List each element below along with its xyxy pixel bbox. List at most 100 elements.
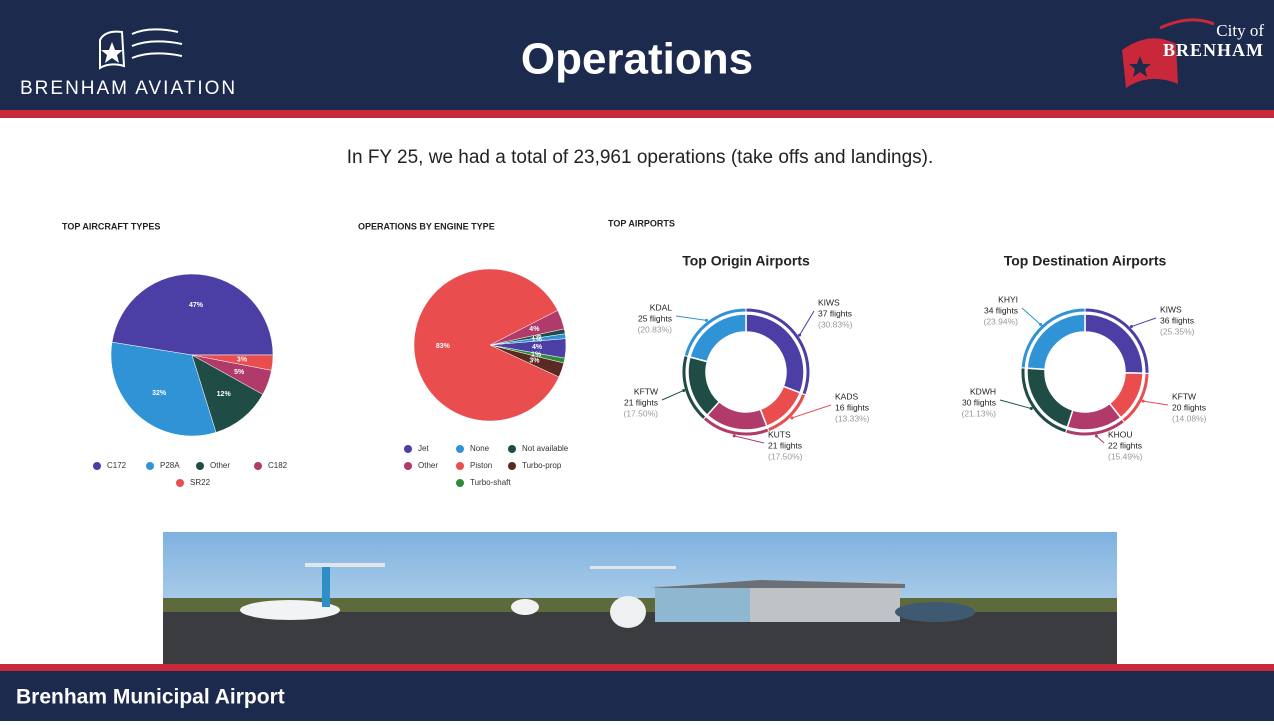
chart-title: TOP AIRCRAFT TYPES [62,221,160,231]
leader-dot [705,319,708,322]
leader-line [1143,401,1168,405]
flight-percent: (30.83%) [818,319,853,329]
flight-count: 34 flights [984,305,1018,315]
airport-code: KFTW [1172,391,1196,401]
legend-swatch [456,462,464,470]
airport-code: KDAL [650,302,672,312]
pie-slice [112,274,273,355]
leader-line [662,390,684,400]
airport-code: KFTW [634,386,658,396]
legend-label: Turbo-shaft [470,478,511,487]
leader-dot [790,416,793,419]
flight-count: 37 flights [818,308,852,318]
flight-count: 20 flights [1172,402,1206,412]
donut-segment [760,386,800,426]
airport-code: KHOU [1108,429,1133,439]
leader-line [676,316,706,320]
leader-dot [1095,434,1098,437]
leader-line [1000,400,1031,409]
leader-line [1096,436,1104,443]
flight-count: 36 flights [1160,315,1194,325]
chart-title: OPERATIONS BY ENGINE TYPE [358,221,495,231]
city-of: City of [1216,21,1264,40]
donut-segment [1027,368,1073,427]
airport-photo [163,532,1117,665]
flight-percent: (13.33%) [835,413,870,423]
slice-label: 4% [532,344,543,351]
donut-segment [690,314,746,362]
slice-label: 1% [531,352,542,359]
flight-percent: (15.49%) [1108,451,1143,461]
legend-swatch [508,445,516,453]
flight-count: 21 flights [768,440,802,450]
flight-percent: (17.50%) [768,451,803,461]
section-label: TOP AIRPORTS [608,218,675,228]
legend-label: Other [210,461,230,470]
legend-label: None [470,444,490,453]
legend-label: Not available [522,444,569,453]
airport-code: KHYI [998,294,1018,304]
slice-label: 4% [529,326,540,333]
legend-label: SR22 [190,478,211,487]
legend-swatch [176,479,184,487]
donut-segment [1085,314,1143,373]
donut-segment [1027,314,1085,369]
airport-code: KDWH [970,386,996,396]
legend-label: Turbo-prop [522,461,562,470]
flight-count: 21 flights [624,397,658,407]
slide: BRENHAM AVIATION Operations City of BREN… [0,0,1274,721]
leader-dot [682,389,685,392]
legend-swatch [404,445,412,453]
leader-dot [1130,325,1133,328]
airport-code: KADS [835,391,858,401]
leader-dot [798,334,801,337]
chart-title: Top Destination Airports [1004,253,1167,269]
legend-swatch [196,462,204,470]
airport-code: KIWS [1160,304,1182,314]
donut-segment [746,314,804,393]
leader-line [734,436,764,443]
footer-stripe [0,664,1274,672]
flight-percent: (14.08%) [1172,413,1207,423]
chart-title: Top Origin Airports [682,253,810,269]
slide-title: Operations [521,35,753,84]
leader-line [1022,308,1041,325]
airport-code: KIWS [818,297,840,307]
city-name: BRENHAM [1163,40,1264,60]
leader-dot [1142,400,1145,403]
intro-text: In FY 25, we had a total of 23,961 opera… [347,147,934,168]
slice-label: 3% [237,357,248,364]
legend-swatch [508,462,516,470]
flight-percent: (20.83%) [638,324,673,334]
legend-swatch [254,462,262,470]
flight-count: 25 flights [638,313,672,323]
leader-dot [733,434,736,437]
legend-label: C182 [268,461,288,470]
footer-text: Brenham Municipal Airport [16,686,285,709]
flight-percent: (25.35%) [1160,326,1195,336]
slice-label: 12% [217,391,232,398]
leader-line [1131,318,1156,327]
legend-swatch [93,462,101,470]
legend-swatch [456,445,464,453]
legend-swatch [404,462,412,470]
leader-dot [1039,323,1042,326]
flight-count: 30 flights [962,397,996,407]
leader-line [800,311,814,335]
logo-text: BRENHAM AVIATION [20,78,237,99]
legend-swatch [456,479,464,487]
slice-label: 5% [234,369,245,376]
flight-percent: (23.94%) [984,316,1019,326]
flight-count: 16 flights [835,402,869,412]
leader-dot [1030,407,1033,410]
slice-label: 32% [152,390,167,397]
flight-count: 22 flights [1108,440,1142,450]
legend-label: Other [418,461,438,470]
flight-percent: (17.50%) [624,408,659,418]
slice-label: 47% [189,302,204,309]
legend-label: Jet [418,444,429,453]
legend-label: Piston [470,461,492,470]
slice-label: 83% [436,343,451,350]
flight-percent: (21.13%) [962,408,997,418]
legend-label: P28A [160,461,180,470]
